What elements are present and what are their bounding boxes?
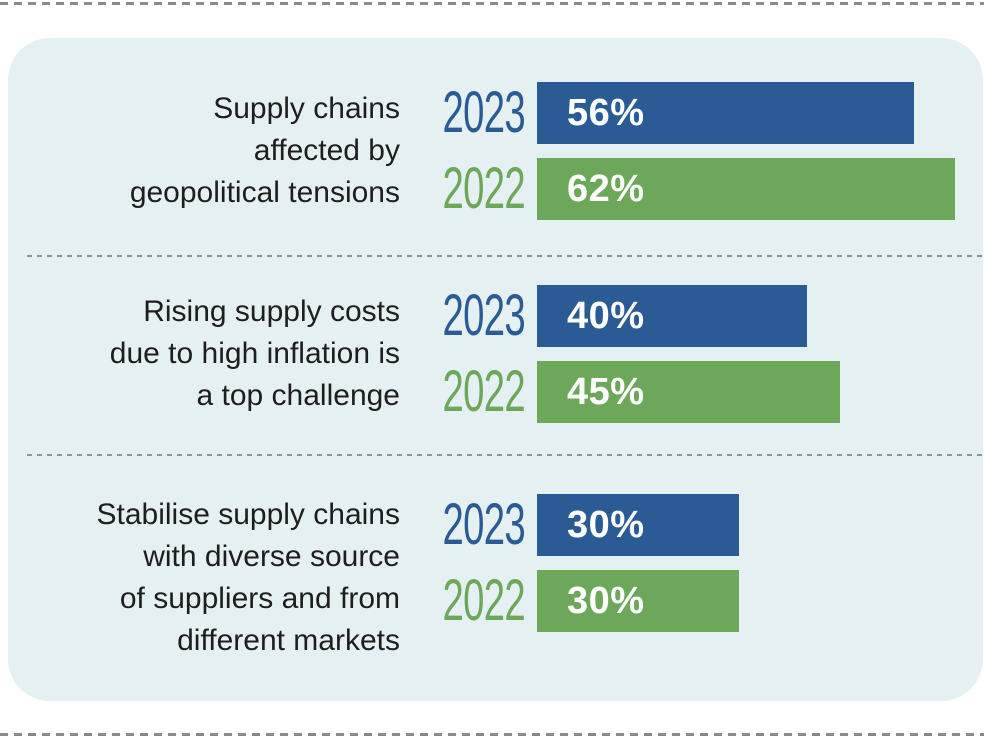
- year-label-2022: 2022: [442, 568, 526, 633]
- year-label-2022: 2022: [442, 156, 526, 221]
- chart-group-rising-supply-costs: Rising supply costs due to high inflatio…: [8, 257, 983, 454]
- bar-value-label: 56%: [567, 91, 645, 134]
- top-dashed-divider: [0, 2, 984, 5]
- bar-2022: 62%: [537, 158, 955, 220]
- year-label-2023: 2023: [442, 80, 526, 145]
- bar-2023: 56%: [537, 82, 915, 144]
- year-label-2023: 2023: [442, 492, 526, 557]
- bar-row-2022: 2022 62%: [400, 158, 955, 220]
- chart-group-geopolitical-tensions: Supply chains affected by geopolitical t…: [8, 38, 983, 255]
- bar-value-label: 30%: [567, 503, 645, 546]
- bar-value-label: 62%: [567, 167, 645, 210]
- year-label-2023: 2023: [442, 283, 526, 348]
- category-label: Supply chains affected by geopolitical t…: [129, 92, 400, 209]
- bar-2023: 40%: [537, 285, 807, 347]
- bar-2022: 30%: [537, 570, 740, 632]
- bar-row-2023: 2023 30%: [400, 492, 740, 557]
- bottom-dashed-divider: [0, 733, 984, 736]
- group-separator: [27, 255, 983, 257]
- bar-pair: 2023 56% 2022 62%: [400, 82, 955, 220]
- year-label-2022: 2022: [442, 359, 526, 424]
- bar-2023: 30%: [537, 494, 740, 556]
- bar-row-2022: 2022 30%: [400, 568, 740, 633]
- group-separator: [27, 454, 983, 456]
- bar-pair: 2023 30% 2022 30%: [400, 492, 740, 633]
- bar-row-2023: 2023 40%: [400, 285, 840, 347]
- bar-value-label: 45%: [567, 370, 645, 413]
- bar-row-2022: 2022 45%: [400, 359, 841, 424]
- chart-group-stabilise-supply-chains: Stabilise supply chains with diverse sou…: [8, 456, 983, 662]
- bar-2022: 45%: [537, 361, 841, 423]
- bar-row-2023: 2023 56%: [400, 82, 955, 144]
- bar-pair: 2023 40% 2022 45%: [400, 285, 841, 424]
- category-label: Rising supply costs due to high inflatio…: [109, 295, 400, 412]
- bar-value-label: 30%: [567, 579, 645, 622]
- survey-results-card: Supply chains affected by geopolitical t…: [8, 38, 983, 701]
- bar-value-label: 40%: [567, 294, 645, 337]
- category-label: Stabilise supply chains with diverse sou…: [96, 498, 400, 657]
